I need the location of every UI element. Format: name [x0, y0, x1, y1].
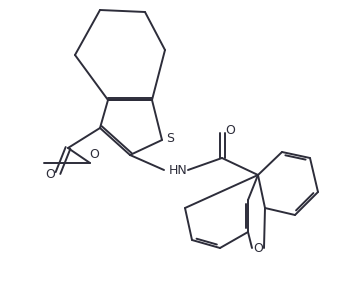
Text: O: O: [253, 241, 263, 255]
Text: HN: HN: [169, 164, 187, 177]
Text: O: O: [225, 125, 235, 138]
Text: O: O: [45, 168, 55, 181]
Text: S: S: [166, 132, 174, 145]
Text: O: O: [89, 148, 99, 161]
